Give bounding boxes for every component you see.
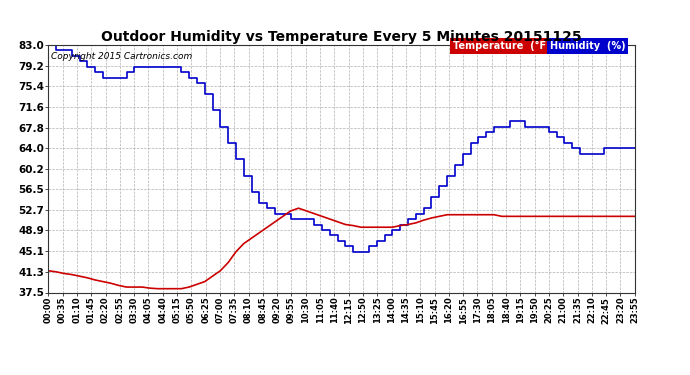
Title: Outdoor Humidity vs Temperature Every 5 Minutes 20151125: Outdoor Humidity vs Temperature Every 5 …	[101, 30, 582, 44]
Text: Temperature  (°F): Temperature (°F)	[453, 40, 551, 51]
Text: Humidity  (%): Humidity (%)	[550, 41, 625, 51]
Text: Copyright 2015 Cartronics.com: Copyright 2015 Cartronics.com	[51, 53, 193, 62]
